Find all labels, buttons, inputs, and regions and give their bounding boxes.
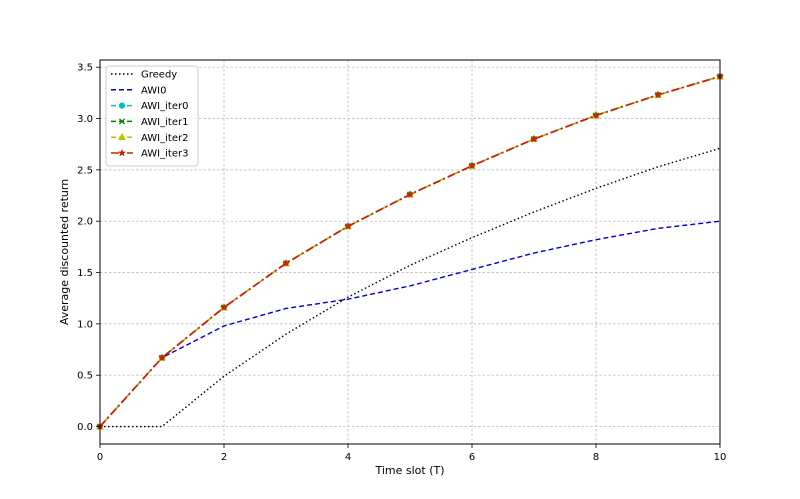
x-tick-label: 8 — [593, 452, 599, 463]
legend-marker — [118, 102, 126, 109]
data-point — [343, 222, 353, 230]
data-point — [281, 258, 291, 267]
legend: Greedy AWI0 AWI_iter0 AWI_iter1 AWI_iter2 AWI… — [105, 65, 199, 167]
data-point — [653, 90, 663, 99]
series-group — [95, 72, 725, 431]
legend-marker — [118, 118, 126, 125]
legend-item: Greedy — [111, 70, 177, 81]
x-tick-label: 0 — [97, 452, 103, 463]
x-tick-label: 2 — [221, 452, 227, 463]
data-point — [405, 190, 415, 199]
x-tick-label: 10 — [714, 452, 727, 463]
series-line — [99, 220, 721, 428]
legend-label: AWI_iter0 — [141, 101, 188, 112]
legend-label: AWI0 — [141, 85, 167, 96]
y-tick-label: 3.0 — [77, 114, 93, 125]
legend-item: AWI_iter2 — [111, 133, 188, 144]
data-point — [591, 111, 601, 119]
data-point — [529, 134, 539, 143]
data-point — [157, 353, 167, 362]
y-tick-label: 2.0 — [77, 217, 93, 228]
legend-item: AWI_iter0 — [111, 101, 188, 112]
legend-marker — [117, 148, 127, 157]
x-axis-label: Time slot (T) — [374, 464, 444, 477]
y-axis-label: Average discounted return — [58, 179, 71, 325]
legend-item: AWI_iter1 — [111, 117, 188, 128]
legend-label: AWI_iter1 — [141, 117, 188, 128]
legend-label: AWI_iter3 — [141, 149, 188, 160]
legend-label: Greedy — [141, 70, 177, 81]
plot-frame — [99, 59, 721, 445]
data-point — [467, 161, 477, 170]
legend-item: AWI0 — [111, 85, 167, 96]
y-tick-label: 1.5 — [77, 268, 93, 279]
y-tick-label: 1.0 — [77, 319, 93, 330]
x-axis: 0 2 4 6 8 10 — [97, 444, 727, 463]
x-tick-label: 6 — [469, 452, 475, 463]
legend-marker — [118, 132, 126, 141]
x-tick-label: 4 — [345, 452, 351, 463]
y-tick-label: 2.5 — [77, 165, 93, 176]
y-tick-label: 0.0 — [77, 422, 93, 433]
data-point — [219, 303, 229, 311]
y-tick-label: 3.5 — [77, 63, 93, 74]
series-awi0 — [99, 220, 721, 428]
legend-box — [105, 65, 199, 167]
y-axis: 0.0 0.5 1.0 1.5 2.0 2.5 3.0 3.5 — [77, 63, 100, 433]
legend-label: AWI_iter2 — [141, 133, 188, 144]
legend-item: AWI_iter3 — [111, 149, 188, 160]
y-tick-label: 0.5 — [77, 371, 93, 382]
